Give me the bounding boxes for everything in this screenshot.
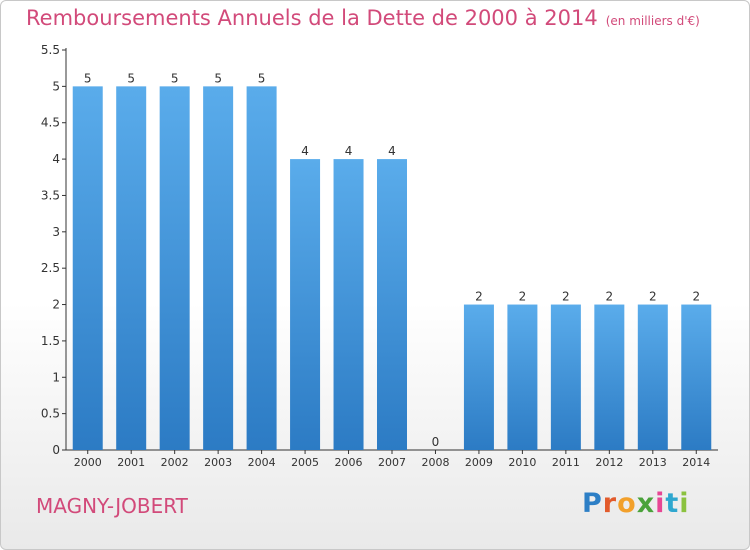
bar-value-label: 5: [171, 71, 179, 85]
proxiti-logo-letter: P: [582, 488, 603, 519]
x-tick-label: 2005: [291, 456, 319, 469]
proxiti-logo-letter: x: [636, 488, 656, 519]
bar-value-label: 2: [475, 290, 483, 304]
bar: [681, 304, 712, 450]
x-tick-label: 2013: [639, 456, 667, 469]
y-tick-label: 2.5: [41, 261, 60, 275]
y-tick-label: 1: [52, 370, 60, 384]
bar-value-label: 5: [214, 71, 222, 85]
bar: [637, 304, 668, 450]
proxiti-logo-letter: o: [617, 488, 637, 519]
chart-title-text: Remboursements Annuels de la Dette de 20…: [26, 6, 598, 30]
bar-value-label: 4: [388, 144, 396, 158]
bar: [594, 304, 625, 450]
bar: [116, 86, 147, 450]
x-tick-label: 2004: [248, 456, 276, 469]
commune-name: MAGNY-JOBERT: [36, 494, 188, 518]
y-tick-label: 2: [52, 298, 60, 312]
y-tick-label: 1.5: [41, 334, 60, 348]
bar: [159, 86, 190, 450]
bar-value-label: 2: [649, 290, 657, 304]
bar-value-label: 5: [258, 71, 266, 85]
proxiti-logo-letter: r: [602, 488, 618, 519]
x-tick-label: 2010: [508, 456, 536, 469]
bar: [72, 86, 103, 450]
y-tick-label: 5.5: [41, 43, 60, 57]
x-tick-label: 2012: [595, 456, 623, 469]
bar: [507, 304, 538, 450]
x-tick-label: 2007: [378, 456, 406, 469]
bar: [203, 86, 234, 450]
bar-value-label: 2: [562, 290, 570, 304]
proxiti-logo-letter: i: [679, 488, 690, 519]
y-tick-label: 0: [52, 443, 60, 457]
chart-title-unit: (en milliers d'€): [605, 14, 700, 28]
x-tick-label: 2002: [161, 456, 189, 469]
chart-title: Remboursements Annuels de la Dette de 20…: [26, 6, 700, 30]
x-tick-label: 2006: [335, 456, 363, 469]
bar: [333, 159, 364, 450]
x-tick-label: 2001: [117, 456, 145, 469]
proxiti-logo-letter: t: [665, 488, 680, 519]
x-tick-label: 2014: [682, 456, 710, 469]
x-tick-label: 2003: [204, 456, 232, 469]
x-tick-label: 2000: [74, 456, 102, 469]
bar-value-label: 2: [692, 290, 700, 304]
bar-value-label: 5: [84, 71, 92, 85]
y-tick-label: 4: [52, 152, 60, 166]
y-tick-label: 0.5: [41, 407, 60, 421]
bar: [550, 304, 581, 450]
bar: [377, 159, 407, 450]
y-tick-label: 3.5: [41, 188, 60, 202]
proxiti-logo-letter: i: [655, 488, 666, 519]
y-tick-label: 5: [52, 79, 60, 93]
bar: [463, 304, 494, 450]
bar: [246, 86, 277, 450]
y-tick-label: 3: [52, 225, 60, 239]
bar-value-label: 4: [301, 144, 309, 158]
bar-value-label: 4: [345, 144, 353, 158]
x-tick-label: 2008: [421, 456, 449, 469]
bar-value-label: 5: [127, 71, 135, 85]
bar-value-label: 2: [606, 290, 614, 304]
x-tick-label: 2011: [552, 456, 580, 469]
bar: [290, 159, 321, 450]
y-tick-label: 4.5: [41, 116, 60, 130]
bar-value-label: 0: [432, 435, 440, 449]
bar-value-label: 2: [519, 290, 527, 304]
proxiti-logo: Proxiti: [582, 488, 690, 519]
x-tick-label: 2009: [465, 456, 493, 469]
